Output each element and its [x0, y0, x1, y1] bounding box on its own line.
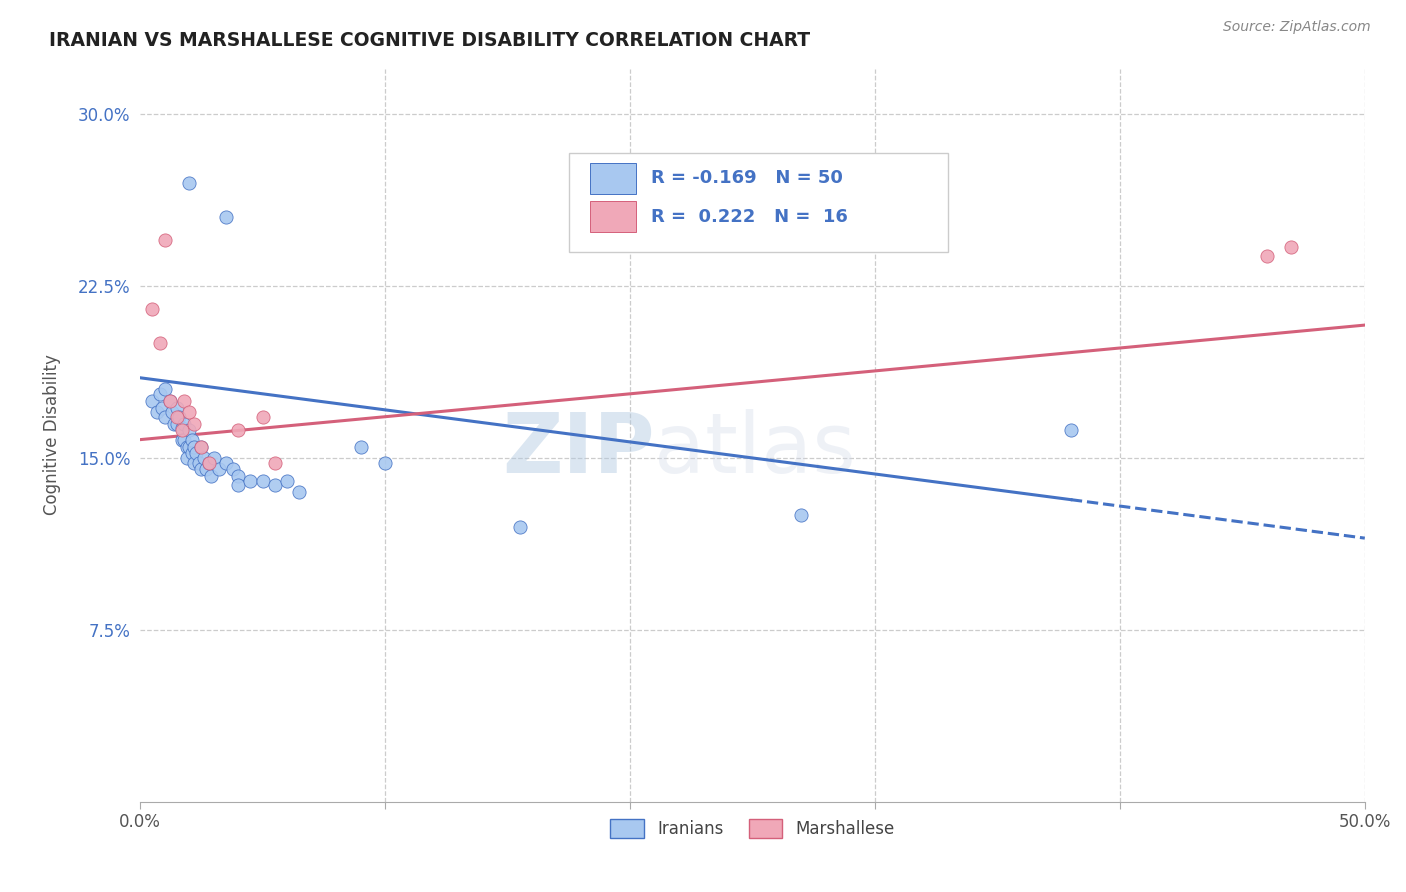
Point: [176, 450, 198, 465]
Point: [215, 456, 238, 470]
Point: [179, 405, 201, 419]
FancyBboxPatch shape: [589, 202, 636, 232]
Point: [226, 478, 249, 492]
Text: ZIP: ZIP: [502, 409, 655, 491]
Point: [173, 417, 195, 431]
Point: [195, 462, 218, 476]
Point: [186, 446, 208, 460]
Point: [166, 417, 188, 431]
Point: [180, 433, 202, 447]
Point: [169, 409, 191, 424]
Text: atlas: atlas: [655, 409, 856, 491]
Point: [374, 456, 396, 470]
Point: [149, 336, 172, 351]
Point: [200, 469, 222, 483]
Point: [190, 440, 212, 454]
Legend: Iranians, Marshallese: Iranians, Marshallese: [603, 812, 901, 845]
Point: [183, 440, 205, 454]
Point: [193, 450, 215, 465]
Point: [349, 440, 371, 454]
Point: [141, 393, 163, 408]
Point: [197, 456, 219, 470]
Point: [166, 401, 188, 415]
Point: [222, 462, 245, 476]
Point: [197, 456, 219, 470]
Point: [202, 450, 225, 465]
Point: [190, 462, 212, 476]
Point: [263, 478, 285, 492]
Text: Source: ZipAtlas.com: Source: ZipAtlas.com: [1223, 20, 1371, 34]
Point: [179, 176, 201, 190]
Point: [153, 233, 176, 247]
Point: [288, 485, 311, 500]
Point: [170, 421, 193, 435]
Point: [173, 433, 195, 447]
Y-axis label: Cognitive Disability: Cognitive Disability: [44, 355, 60, 516]
Point: [179, 440, 201, 454]
Point: [207, 462, 229, 476]
Point: [179, 424, 201, 438]
Point: [252, 474, 274, 488]
Point: [141, 301, 163, 316]
Point: [252, 409, 274, 424]
Point: [146, 405, 169, 419]
Point: [1279, 240, 1302, 254]
Point: [226, 424, 249, 438]
Text: R =  0.222   N =  16: R = 0.222 N = 16: [651, 208, 848, 226]
Point: [276, 474, 298, 488]
Point: [159, 393, 181, 408]
Point: [159, 393, 181, 408]
Point: [176, 440, 198, 454]
Point: [183, 456, 205, 470]
Point: [180, 446, 202, 460]
Text: IRANIAN VS MARSHALLESE COGNITIVE DISABILITY CORRELATION CHART: IRANIAN VS MARSHALLESE COGNITIVE DISABIL…: [49, 31, 810, 50]
FancyBboxPatch shape: [589, 163, 636, 194]
Point: [150, 401, 173, 415]
Point: [226, 469, 249, 483]
Point: [187, 456, 209, 470]
Point: [173, 393, 195, 408]
Point: [149, 386, 172, 401]
Point: [1256, 249, 1278, 263]
Point: [153, 409, 176, 424]
Point: [183, 417, 205, 431]
FancyBboxPatch shape: [569, 153, 949, 252]
Point: [170, 424, 193, 438]
Point: [263, 456, 285, 470]
Point: [163, 417, 186, 431]
Point: [170, 433, 193, 447]
Point: [509, 519, 531, 533]
Point: [790, 508, 813, 523]
Point: [190, 440, 212, 454]
Point: [160, 405, 183, 419]
Point: [215, 211, 238, 225]
Point: [1060, 424, 1083, 438]
Text: R = -0.169   N = 50: R = -0.169 N = 50: [651, 169, 842, 187]
Point: [153, 382, 176, 396]
Point: [166, 409, 188, 424]
Point: [239, 474, 262, 488]
